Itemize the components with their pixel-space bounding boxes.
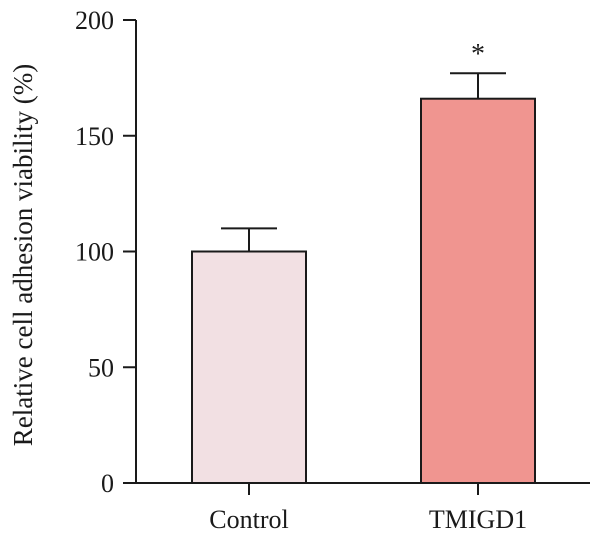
y-tick-label: 150 xyxy=(75,122,114,151)
significance-marker: * xyxy=(471,39,485,70)
bar-tmigd1 xyxy=(420,97,536,485)
y-tick-label: 0 xyxy=(101,469,114,498)
x-tick-label: Control xyxy=(209,505,288,534)
y-tick-label: 200 xyxy=(75,6,114,35)
y-axis-title: Relative cell adhesion viability (%) xyxy=(8,64,38,446)
x-tick-label: TMIGD1 xyxy=(429,505,527,534)
bar-control xyxy=(191,250,307,484)
y-tick-label: 100 xyxy=(75,238,114,267)
y-tick-label: 50 xyxy=(88,353,114,382)
bars xyxy=(191,72,536,485)
labels: 0 50 100 150 200 Control TMIGD1 * xyxy=(75,6,527,534)
